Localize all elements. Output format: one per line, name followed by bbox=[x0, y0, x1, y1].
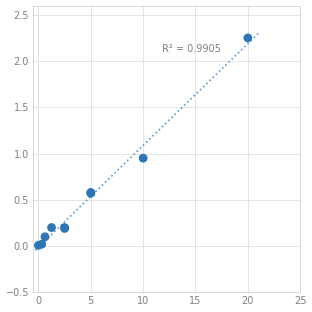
Point bbox=[88, 190, 93, 195]
Point bbox=[141, 156, 146, 161]
Point bbox=[49, 225, 54, 230]
Point bbox=[62, 226, 67, 231]
Point bbox=[62, 225, 67, 230]
Text: R² = 0.9905: R² = 0.9905 bbox=[162, 44, 221, 54]
Point bbox=[245, 36, 250, 41]
Point bbox=[39, 242, 44, 247]
Point bbox=[36, 243, 41, 248]
Point bbox=[88, 191, 93, 196]
Point bbox=[42, 234, 47, 239]
